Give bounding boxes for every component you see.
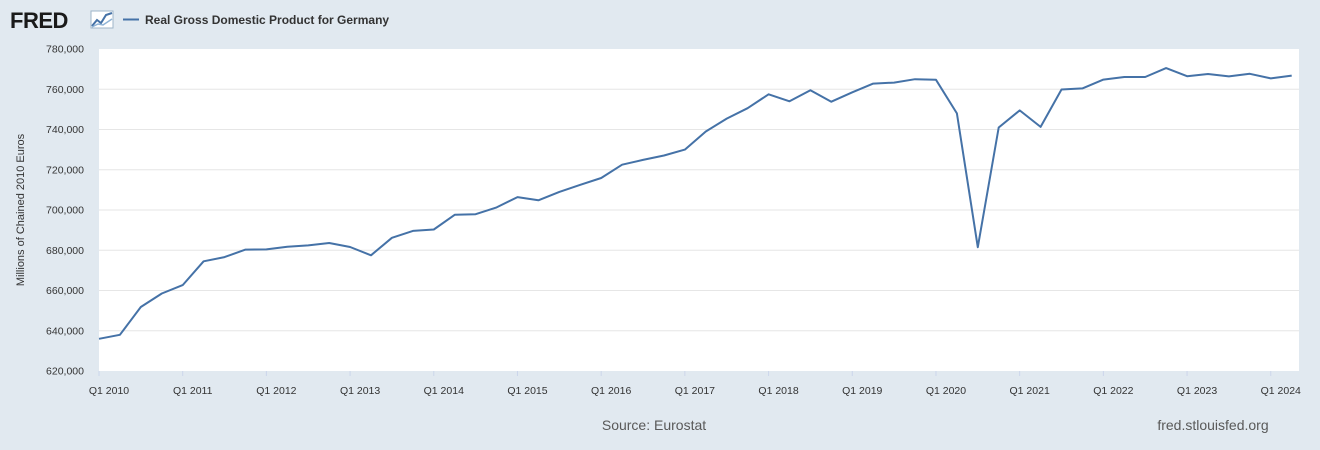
data-point[interactable] <box>534 196 542 204</box>
data-point[interactable] <box>1162 64 1170 72</box>
data-point[interactable] <box>995 124 1003 132</box>
data-point[interactable] <box>95 335 103 343</box>
data-point[interactable] <box>974 243 982 251</box>
data-point[interactable] <box>765 90 773 98</box>
y-tick-label: 760,000 <box>46 84 84 96</box>
data-point[interactable] <box>869 80 877 88</box>
gridlines <box>99 88 1299 332</box>
x-tick-label: Q1 2018 <box>758 385 798 397</box>
data-point[interactable] <box>179 281 187 289</box>
data-point[interactable] <box>1078 84 1086 92</box>
data-point[interactable] <box>1204 70 1212 78</box>
data-point[interactable] <box>555 188 563 196</box>
data-point[interactable] <box>283 243 291 251</box>
data-point[interactable] <box>514 193 522 201</box>
y-tick-label: 720,000 <box>46 164 84 176</box>
data-point[interactable] <box>409 227 417 235</box>
y-tick-label: 660,000 <box>46 285 84 297</box>
fred-logo[interactable]: FRED <box>10 8 114 33</box>
data-point[interactable] <box>493 203 501 211</box>
fred-site-link[interactable]: fred.stlouisfed.org <box>1157 417 1268 433</box>
x-tick-label: Q1 2014 <box>424 385 464 397</box>
fred-logo-text: FRED <box>10 8 68 33</box>
data-point[interactable] <box>1267 74 1275 82</box>
data-point[interactable] <box>1120 73 1128 81</box>
y-tick-label: 700,000 <box>46 205 84 217</box>
data-point[interactable] <box>827 98 835 106</box>
x-tick-label: Q1 2012 <box>256 385 296 397</box>
data-point[interactable] <box>1183 72 1191 80</box>
x-axis: Q1 2010 Q1 2011 Q1 2012 Q1 2013 Q1 2014 Q1 20… <box>89 371 1301 397</box>
data-point[interactable] <box>1225 72 1233 80</box>
data-point[interactable] <box>137 303 145 311</box>
legend-label: Real Gross Domestic Product for Germany <box>145 13 389 27</box>
data-point[interactable] <box>848 88 856 96</box>
data-point[interactable] <box>660 152 668 160</box>
data-point[interactable] <box>388 234 396 242</box>
data-point[interactable] <box>1288 72 1296 80</box>
x-tick-label: Q1 2013 <box>340 385 380 397</box>
data-point[interactable] <box>451 211 459 219</box>
data-point[interactable] <box>911 75 919 83</box>
data-point[interactable] <box>806 86 814 94</box>
data-point[interactable] <box>430 226 438 234</box>
data-point[interactable] <box>242 246 250 254</box>
data-point[interactable] <box>1016 106 1024 114</box>
data-point[interactable] <box>1246 70 1254 78</box>
data-point[interactable] <box>1141 73 1149 81</box>
data-point[interactable] <box>367 251 375 259</box>
x-tick-label: Q1 2022 <box>1093 385 1133 397</box>
data-point[interactable] <box>786 97 794 105</box>
x-tick-label: Q1 2023 <box>1177 385 1217 397</box>
data-point[interactable] <box>576 181 584 189</box>
data-point[interactable] <box>953 109 961 117</box>
data-point[interactable] <box>744 104 752 112</box>
x-tick-label: Q1 2011 <box>173 385 213 397</box>
data-point[interactable] <box>200 257 208 265</box>
y-axis-title: Millions of Chained 2010 Euros <box>15 133 27 286</box>
y-tick-label: 680,000 <box>46 245 84 257</box>
data-point[interactable] <box>158 290 166 298</box>
data-point[interactable] <box>597 174 605 182</box>
series-line[interactable] <box>98 67 1292 340</box>
y-tick-label: 640,000 <box>46 325 84 337</box>
x-tick-label: Q1 2021 <box>1010 385 1050 397</box>
x-tick-label: Q1 2017 <box>675 385 715 397</box>
fred-logo-graph-icon <box>90 10 114 29</box>
data-point[interactable] <box>932 76 940 84</box>
legend: Real Gross Domestic Product for Germany <box>123 13 389 27</box>
data-point[interactable] <box>723 115 731 123</box>
data-point[interactable] <box>262 245 270 253</box>
data-point[interactable] <box>1037 123 1045 131</box>
x-tick-label: Q1 2010 <box>89 385 129 397</box>
data-point[interactable] <box>221 253 229 261</box>
data-point[interactable] <box>618 161 626 169</box>
data-point[interactable] <box>472 210 480 218</box>
data-point[interactable] <box>639 156 647 164</box>
y-tick-label: 620,000 <box>46 366 84 378</box>
data-point[interactable] <box>325 239 333 247</box>
y-tick-label: 740,000 <box>46 124 84 136</box>
source-label: Source: Eurostat <box>602 417 706 433</box>
x-tick-label: Q1 2015 <box>507 385 547 397</box>
data-point[interactable] <box>304 241 312 249</box>
x-tick-label: Q1 2016 <box>591 385 631 397</box>
x-tick-label: Q1 2019 <box>842 385 882 397</box>
data-point[interactable] <box>702 128 710 136</box>
data-point[interactable] <box>116 331 124 339</box>
series <box>95 64 1296 343</box>
data-point[interactable] <box>1058 86 1066 94</box>
data-point[interactable] <box>346 243 354 251</box>
y-axis: 620,000 640,000 660,000 680,000 700,000 720,0… <box>46 44 84 378</box>
data-point[interactable] <box>1099 76 1107 84</box>
x-tick-label: Q1 2020 <box>926 385 966 397</box>
x-tick-label: Q1 2024 <box>1261 385 1301 397</box>
data-point[interactable] <box>890 79 898 87</box>
data-point[interactable] <box>681 146 689 154</box>
y-tick-label: 780,000 <box>46 44 84 56</box>
